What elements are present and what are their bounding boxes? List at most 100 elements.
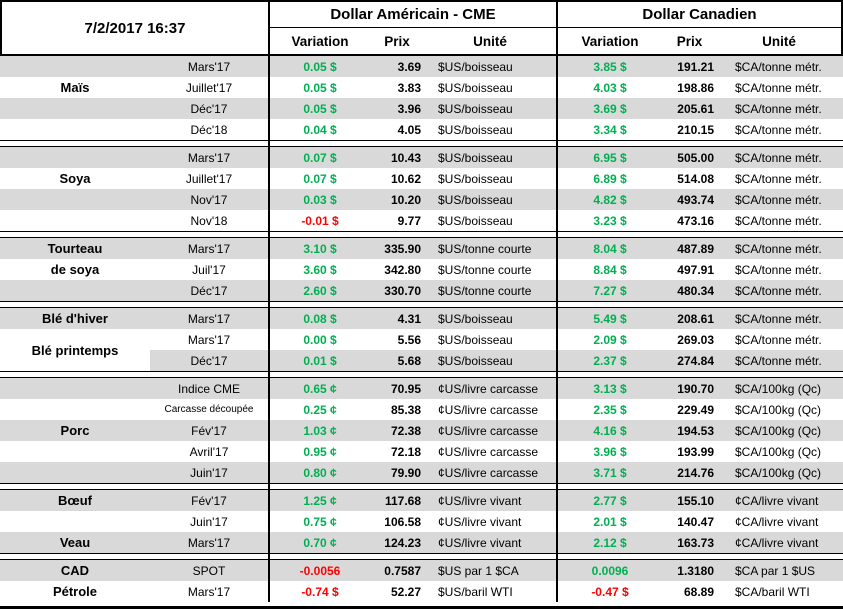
month-label: Juin'17 (190, 514, 228, 529)
price-value-us: 52.27 (390, 584, 421, 599)
variation-value-ca: 8.04 $ (593, 241, 627, 256)
unit-label-us: $US/boisseau (438, 101, 513, 116)
unit-label-ca: $CA/tonne métr. (735, 59, 822, 74)
variation-value-us: 0.75 ¢ (303, 514, 337, 529)
table-row: Blé d'hiver Mars'17 0.08 $ 4.31 $US/boisseau… (0, 308, 843, 329)
us-dollar-cells: 0.95 ¢ 72.18 ¢US/livre carcasse (268, 441, 556, 462)
table-row: Soya Juillet'17 0.07 $ 10.62 $US/boisseau 6.8… (0, 168, 843, 189)
price-value-ca: 193.99 (677, 444, 714, 459)
price-value-us: 342.80 (384, 262, 421, 277)
variation-value-us: 0.01 $ (303, 353, 337, 368)
commodity-label (0, 511, 150, 532)
ca-dollar-cells: 8.04 $ 487.89 $CA/tonne métr. (556, 238, 843, 259)
unit-label-ca: $CA/tonne métr. (735, 262, 822, 277)
us-dollar-cells: 0.07 $ 10.43 $US/boisseau (268, 147, 556, 168)
price-value-us: 3.69 (397, 59, 421, 74)
month-label: Juillet'17 (185, 80, 233, 95)
table-row: Juin'17 0.75 ¢ 106.58 ¢US/livre vivant 2.01 … (0, 511, 843, 532)
us-dollar-cells: -0.01 $ 9.77 $US/boisseau (268, 210, 556, 231)
unit-label-us: $US/tonne courte (438, 283, 532, 298)
unit-label-ca: $CA/tonne métr. (735, 283, 822, 298)
price-value-ca: 1.3180 (677, 563, 714, 578)
commodity-label: Porc (0, 420, 150, 441)
unit-label-ca: $CA/tonne métr. (735, 241, 822, 256)
price-value-ca: 208.61 (677, 311, 714, 326)
us-dollar-cells: 0.75 ¢ 106.58 ¢US/livre vivant (268, 511, 556, 532)
divider-left-segment (0, 232, 268, 237)
variation-value-us: -0.01 $ (301, 213, 339, 228)
unit-label-us: $US/boisseau (438, 59, 513, 74)
unit-label-us: ¢US/livre carcasse (438, 444, 539, 459)
month-label: Déc'17 (150, 280, 268, 301)
table-row: Juin'17 0.80 ¢ 79.90 ¢US/livre carcasse 3.71… (0, 462, 843, 483)
price-value-us: 85.38 (390, 402, 421, 417)
table-row: Avril'17 0.95 ¢ 72.18 ¢US/livre carcasse 3.9… (0, 441, 843, 462)
price-value-ca: 505.00 (677, 150, 714, 165)
unit-label-ca: $CA/tonne métr. (735, 80, 822, 95)
divider-us-segment (268, 554, 556, 559)
us-dollar-cells: 0.80 ¢ 79.90 ¢US/livre carcasse (268, 462, 556, 483)
table-row: Bœuf Fév'17 1.25 ¢ 117.68 ¢US/livre vivant 2.… (0, 490, 843, 511)
commodity-label (0, 147, 150, 168)
unit-label-us: ¢US/livre vivant (438, 535, 522, 550)
table-row: Déc'17 0.05 $ 3.96 $US/boisseau 3.69 $ 205.61… (0, 98, 843, 119)
ca-dollar-cells: 2.35 $ 229.49 $CA/100kg (Qc) (556, 399, 843, 420)
price-value-us: 5.56 (397, 332, 421, 347)
month-label: Fév'17 (150, 420, 268, 441)
variation-value-us: 0.07 $ (303, 150, 337, 165)
table-row: Pétrole Mars'17 -0.74 $52.27 $US/baril WTI -… (0, 581, 843, 602)
divider-left-segment (0, 302, 268, 307)
price-value-ca: 514.08 (677, 171, 714, 186)
us-dollar-cells: 0.00 $ 5.56 $US/boisseau (268, 329, 556, 350)
commodity-label: de soya (50, 262, 100, 277)
commodity-label: Bœuf (0, 490, 150, 511)
unit-label-us: $US/boisseau (438, 122, 513, 137)
month-label: Fév'17 (150, 490, 268, 511)
month-label: Mars'17 (150, 56, 268, 77)
ca-dollar-cells: 2.77 $ 155.10 ¢CA/livre vivant (556, 490, 843, 511)
us-dollar-cells: 0.01 $ 5.68 $US/boisseau (268, 350, 556, 371)
variation-value-ca: 2.01 $ (593, 514, 627, 529)
unit-label-us: ¢US/livre carcasse (438, 423, 539, 438)
ca-dollar-cells: 2.12 $ 163.73 ¢CA/livre vivant (556, 532, 843, 553)
month-label: Déc'17 (150, 350, 268, 371)
price-value-ca: 191.21 (677, 59, 714, 74)
divider-ca-segment (556, 141, 843, 146)
price-value-us: 330.70 (384, 283, 421, 298)
us-dollar-cells: 3.10 $ 335.90 $US/tonne courte (268, 238, 556, 259)
price-value-us: 0.7587 (384, 563, 421, 578)
ca-dollar-cells: 5.49 $ 208.61 $CA/tonne métr. (556, 308, 843, 329)
commodity-section-tourteau-de-soya: Tourteau Mars'17 3.10 $ 335.90 $US/tonne cou… (0, 238, 843, 301)
variation-value-ca: 3.96 $ (593, 444, 627, 459)
us-dollar-cells: 1.03 ¢ 72.38 ¢US/livre carcasse (268, 420, 556, 441)
price-value-us: 70.95 (390, 381, 421, 396)
divider-us-segment (268, 372, 556, 377)
unit-label-us: $US par 1 $CA (438, 563, 519, 578)
unit-label-us: ¢US/livre carcasse (438, 465, 539, 480)
price-value-us: 72.38 (390, 423, 421, 438)
price-value-us: 117.68 (384, 493, 421, 508)
month-label: Juil'17 (192, 262, 226, 277)
report-datetime: 7/2/2017 16:37 (0, 2, 268, 54)
commodity-label (0, 189, 150, 210)
table-row: CAD SPOT -0.0056 0.7587 $US par 1 $CA 0.0096 1… (0, 560, 843, 581)
divider-left-segment (0, 141, 268, 146)
divider-ca-segment (556, 554, 843, 559)
month-label: Mars'17 (150, 147, 268, 168)
us-dollar-cells: 0.70 ¢ 124.23 ¢US/livre vivant (268, 532, 556, 553)
variation-value-us: 0.03 $ (303, 192, 337, 207)
price-value-ca: 140.47 (677, 514, 714, 529)
variation-value-us: 0.07 $ (303, 171, 337, 186)
unit-label-ca: $CA/100kg (Qc) (735, 381, 822, 396)
price-value-us: 72.18 (390, 444, 421, 459)
divider-us-segment (268, 232, 556, 237)
column-header-unite: Unité (473, 33, 507, 49)
unit-label-ca: $CA/tonne métr. (735, 101, 822, 116)
us-dollar-cells: 0.03 $ 10.20 $US/boisseau (268, 189, 556, 210)
month-label: Mars'17 (150, 238, 268, 259)
price-value-us: 124.23 (384, 535, 421, 550)
price-value-us: 9.77 (397, 213, 421, 228)
variation-value-ca: 2.12 $ (593, 535, 627, 550)
price-value-ca: 205.61 (677, 101, 714, 116)
unit-label-ca: ¢CA/livre vivant (735, 535, 819, 550)
